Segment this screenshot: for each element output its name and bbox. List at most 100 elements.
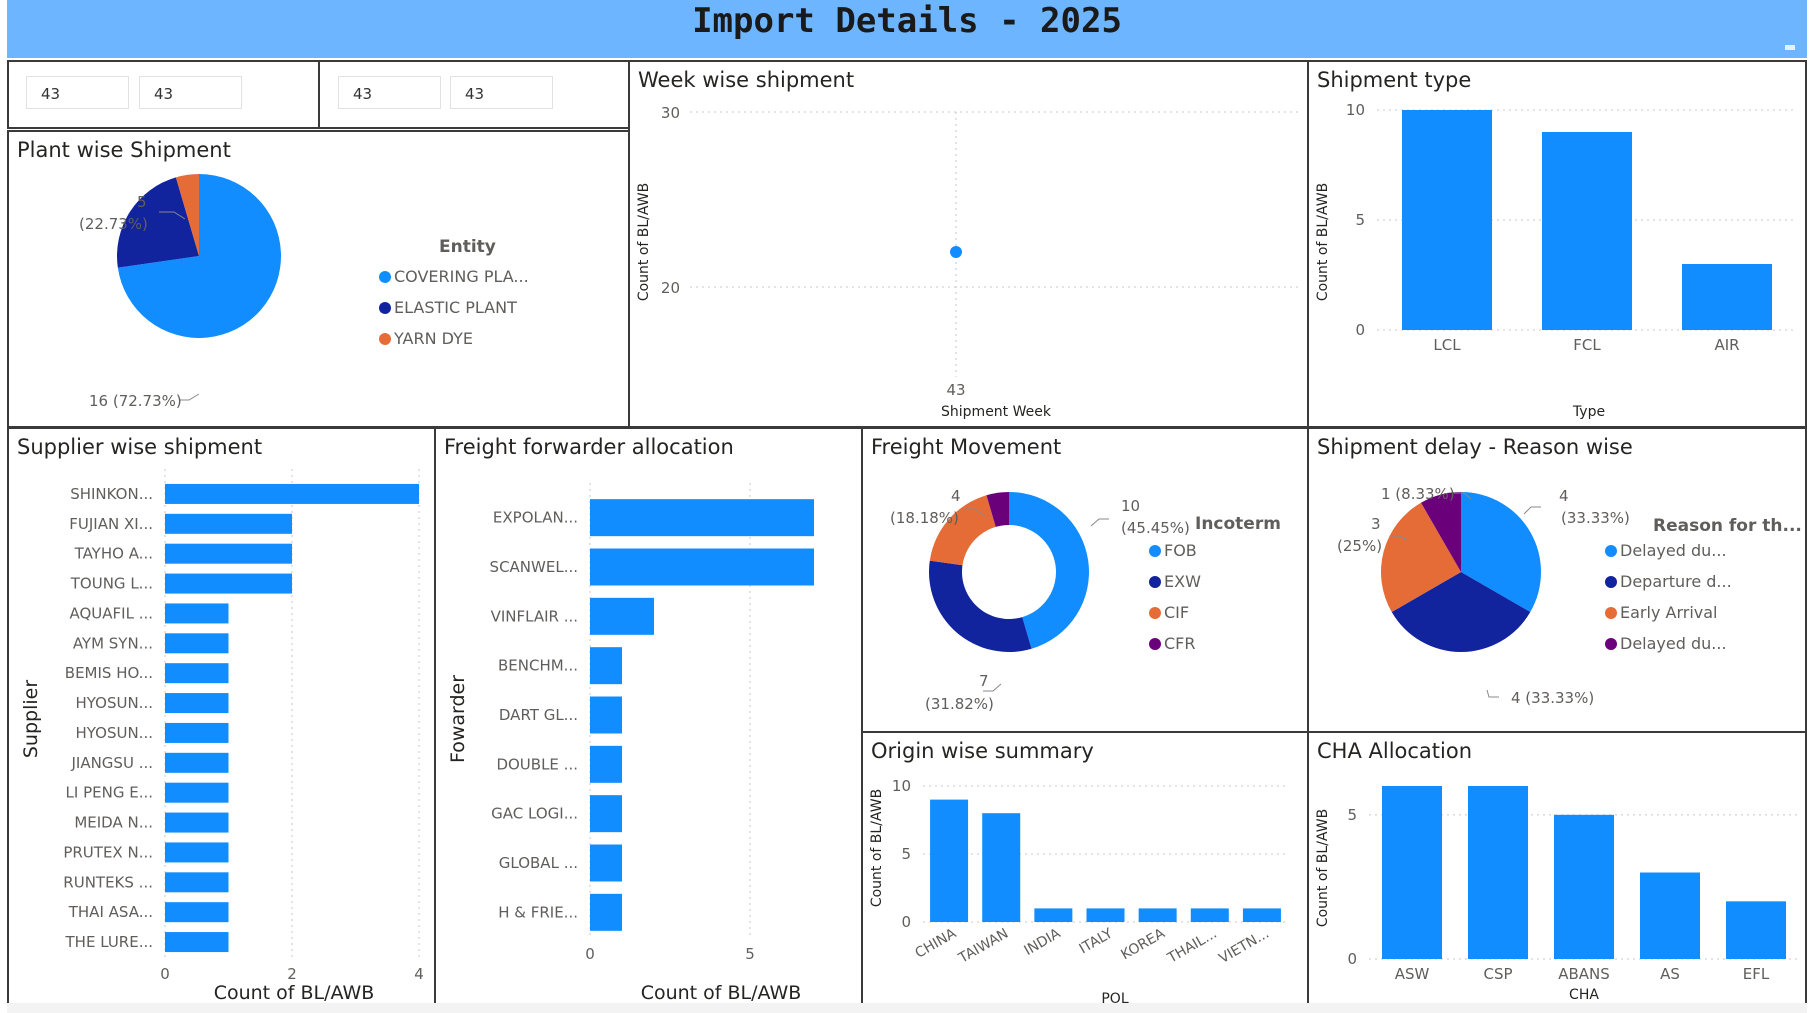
- supplier-ytick-0: SHINKON...: [70, 485, 153, 503]
- freight-slice-0: [1009, 492, 1089, 649]
- supplier-grid: 0 2 4: [160, 469, 424, 983]
- week-title: Week wise shipment: [638, 68, 855, 92]
- plant-legend-marker-2: [379, 333, 391, 345]
- plant-slices: [117, 174, 281, 338]
- slicer-input-1[interactable]: 43: [26, 76, 129, 109]
- freight-legend-marker-0: [1149, 545, 1161, 557]
- plant-legend-marker-0: [379, 271, 391, 283]
- plant-legend-label-1: ELASTIC PLANT: [394, 298, 517, 317]
- freight-label-cif-value: 4: [951, 487, 961, 505]
- cha-bar-1: [1468, 786, 1528, 959]
- cha-ytick-1: 5: [1347, 806, 1357, 824]
- forwarder-bar-1: [590, 548, 814, 586]
- origin-bar-2: [1034, 908, 1073, 922]
- origin-title: Origin wise summary: [871, 739, 1094, 763]
- cha-bar-0: [1382, 786, 1442, 959]
- supplier-chart: 0 2 4 SHINKON... FUJIAN XI... TAYHO A... TOUN…: [20, 469, 424, 1004]
- shiptype-xtick-1: FCL: [1573, 336, 1601, 354]
- freight-slices: [929, 492, 1089, 652]
- slicer-input-4[interactable]: 43: [450, 76, 553, 109]
- supplier-ylabel: Supplier: [20, 680, 42, 758]
- supplier-bar-6: [165, 663, 229, 684]
- freight-chart: 10 (45.45%) 4 (18.18%) 7 (31.82%) Incote…: [890, 487, 1281, 713]
- supplier-ytick-5: AYM SYN...: [73, 634, 153, 652]
- supplier-ytick-4: AQUAFIL ...: [69, 604, 153, 622]
- cha-bar-4: [1726, 901, 1786, 959]
- supplier-ytick-2: TAYHO A...: [74, 545, 153, 563]
- supplier-ytick-10: LI PENG E...: [66, 784, 153, 802]
- freight-legend-label-3: CFR: [1164, 634, 1196, 653]
- freight-legend-label-2: CIF: [1164, 603, 1189, 622]
- origin-xtick-6: VIETN...: [1216, 926, 1272, 967]
- forwarder-title: Freight forwarder allocation: [444, 435, 734, 459]
- delay-legend-label-2: Early Arrival: [1620, 603, 1717, 622]
- slicer-panel-left: 43 43: [7, 60, 320, 129]
- supplier-panel: Supplier wise shipment 0 2 4 SHINKON... FUJ…: [7, 427, 436, 1013]
- delay-legend-marker-3: [1605, 638, 1617, 650]
- plant-panel: Plant wise Shipment 5 (22.73%) 16 (72.73…: [7, 130, 630, 428]
- supplier-xtick-2: 4: [414, 965, 424, 983]
- forwarder-ytick-1: SCANWEL...: [490, 558, 578, 576]
- week-xlabel: Shipment Week: [941, 404, 1052, 420]
- plant-slice-1: [117, 177, 199, 268]
- origin-xtick-1: TAIWAN: [955, 926, 1011, 968]
- freight-legend: FOB EXW CIF CFR: [1149, 541, 1201, 653]
- delay-panel: Shipment delay - Reason wise 4 (33.33%) …: [1307, 427, 1807, 733]
- shiptype-bar-0: [1402, 110, 1492, 330]
- cha-xtick-3: AS: [1660, 965, 1680, 983]
- forwarder-ylabel: Fowarder: [447, 675, 469, 763]
- delay-legend-label-3: Delayed du...: [1620, 634, 1727, 653]
- plant-legend-title: Entity: [439, 237, 496, 257]
- cha-xtick-0: ASW: [1395, 965, 1430, 983]
- supplier-bars: SHINKON... FUJIAN XI... TAYHO A... TOUNG L.…: [63, 483, 419, 953]
- supplier-ytick-11: MEIDA N...: [74, 814, 153, 832]
- delay-label-departure: 4 (33.33%): [1511, 689, 1594, 707]
- origin-xtick-0: CHINA: [913, 925, 960, 961]
- plant-legend-label-0: COVERING PLA...: [394, 267, 529, 286]
- supplier-bar-13: [165, 872, 229, 893]
- cha-xtick-4: EFL: [1743, 965, 1770, 983]
- cha-title: CHA Allocation: [1317, 739, 1473, 763]
- cha-ytick-0: 0: [1347, 950, 1357, 968]
- forwarder-bar-8: [590, 893, 622, 931]
- supplier-ytick-6: BEMIS HO...: [65, 664, 153, 682]
- origin-bar-3: [1086, 908, 1125, 922]
- freight-label-exw-pct: (31.82%): [925, 695, 994, 713]
- supplier-xtick-1: 2: [287, 965, 297, 983]
- resize-handle-icon[interactable]: [1785, 45, 1795, 50]
- shiptype-ytick-0: 0: [1355, 321, 1365, 339]
- freight-legend-label-1: EXW: [1164, 572, 1201, 591]
- supplier-ytick-12: PRUTEX N...: [63, 843, 153, 861]
- supplier-bar-12: [165, 842, 229, 863]
- plant-label-elastic-pct: (22.73%): [79, 215, 148, 233]
- delay-title: Shipment delay - Reason wise: [1317, 435, 1633, 459]
- freight-legend-marker-1: [1149, 576, 1161, 588]
- origin-bar-6: [1242, 908, 1281, 922]
- origin-bar-5: [1190, 908, 1229, 922]
- supplier-bar-10: [165, 782, 229, 803]
- forwarder-bar-4: [590, 696, 622, 734]
- supplier-bar-7: [165, 693, 229, 714]
- plant-slice-0: [117, 174, 281, 338]
- slicer-input-2[interactable]: 43: [139, 76, 242, 109]
- forwarder-ytick-0: EXPOLAN...: [493, 509, 578, 527]
- slicer-panel-right: 43 43: [318, 60, 630, 129]
- shiptype-xlabel: Type: [1572, 404, 1605, 420]
- forwarder-xtick-0: 0: [585, 945, 595, 963]
- forwarder-ytick-2: VINFLAIR ...: [491, 607, 578, 625]
- supplier-bar-3: [165, 573, 292, 594]
- forwarder-ytick-4: DART GL...: [499, 706, 578, 724]
- plant-label-elastic-value: 5: [137, 193, 147, 211]
- slicer-input-3[interactable]: 43: [338, 76, 441, 109]
- plant-legend-label-2: YARN DYE: [393, 329, 473, 348]
- delay-legend-label-0: Delayed du...: [1620, 541, 1727, 560]
- cha-chart: 05 ASW CSP ABANS AS EFL Count of BL/AWB CHA: [1315, 786, 1799, 1003]
- cha-xlabel: CHA: [1569, 987, 1599, 1003]
- delay-slice-3: [1421, 492, 1461, 572]
- delay-label-delayed1-pct: (33.33%): [1561, 509, 1630, 527]
- supplier-ytick-13: RUNTEKS ...: [63, 873, 153, 891]
- supplier-bar-14: [165, 902, 229, 923]
- plant-label-covering: 16 (72.73%): [89, 392, 182, 410]
- plant-slice-2: [175, 174, 199, 256]
